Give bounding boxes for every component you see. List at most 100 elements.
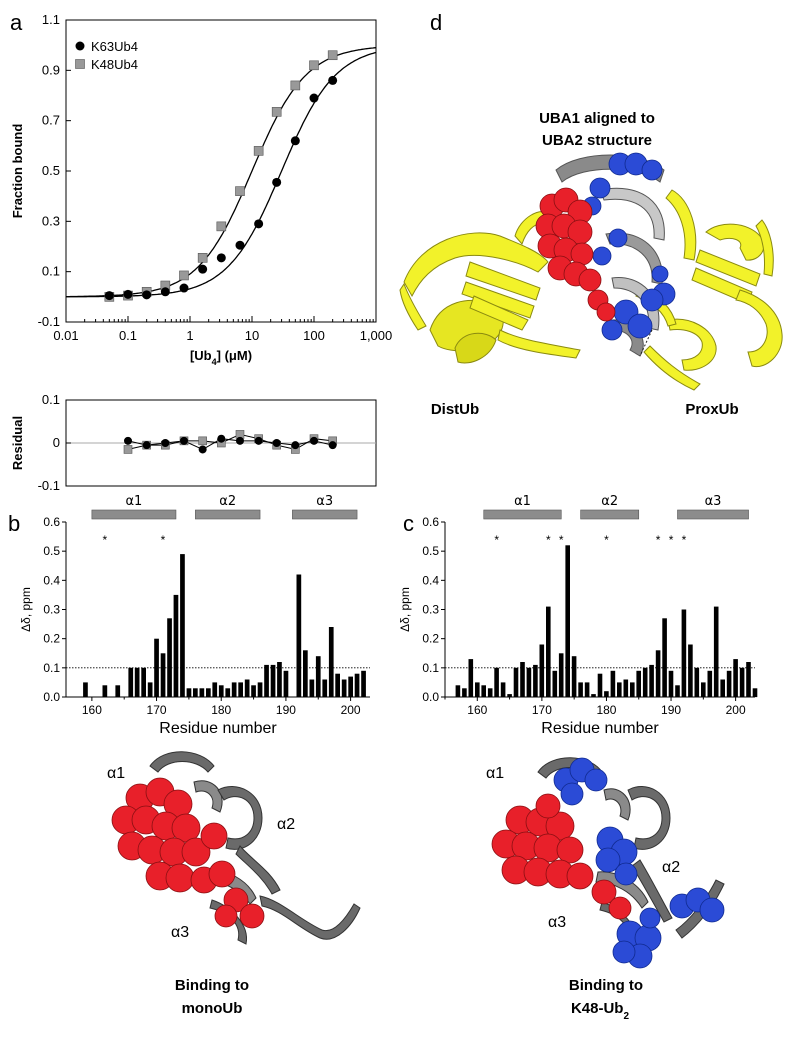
residual-point-k63ub4	[142, 441, 151, 450]
y-tick-label: 0.0	[422, 690, 439, 704]
bar-residue-202	[746, 662, 751, 697]
bar-residue-199	[341, 679, 347, 697]
bar-residue-188	[655, 650, 661, 697]
helix-bar-3	[292, 509, 358, 520]
structure-c-image	[491, 757, 725, 969]
bar-residue-177	[199, 688, 205, 698]
point-k48ub4	[197, 253, 208, 263]
bar-residue-190	[283, 670, 289, 698]
x-tick-label: 180	[211, 703, 231, 717]
bar-residue-195	[315, 656, 321, 697]
y-tick-label-a: -0.1	[38, 314, 60, 329]
bar-residue-178	[591, 694, 596, 697]
point-k63ub4	[290, 136, 300, 146]
x-axis-label-a: [Ub4] (μM)	[190, 348, 252, 367]
point-k63ub4	[328, 75, 338, 85]
bar-residue-169	[533, 664, 538, 697]
x-tick-label: 190	[276, 703, 296, 717]
residual-line-k48ub4	[127, 433, 333, 450]
bar-residue-159	[83, 682, 88, 697]
bar-residue-195	[701, 682, 706, 697]
y-tick-label: 0.5	[422, 544, 439, 558]
point-k63ub4	[235, 240, 245, 250]
bar-residue-167	[134, 667, 140, 697]
point-k48ub4	[271, 107, 282, 117]
significance-star: *	[559, 533, 564, 547]
significance-star: *	[546, 533, 551, 547]
bar-residue-159	[468, 659, 474, 697]
x-tick-label: 180	[596, 703, 616, 717]
x-axis-label-panelC: Residue number	[541, 720, 659, 737]
panel-label-b: b	[8, 511, 20, 536]
point-k63ub4	[179, 283, 189, 293]
bar-residue-186	[257, 682, 263, 697]
bar-residue-172	[167, 618, 172, 698]
fit-curve-k63ub4	[66, 51, 377, 298]
x-tick-label-a: 1,000	[360, 328, 393, 343]
bar-residue-163	[494, 667, 499, 697]
y-tick-label-residual: -0.1	[38, 478, 60, 493]
x-tick-label-a: 1	[186, 328, 193, 343]
significance-star: *	[161, 533, 166, 547]
bar-residue-191	[675, 685, 680, 697]
y-tick-label: 0.6	[43, 515, 60, 529]
bar-residue-173	[173, 594, 179, 697]
y-tick-label-residual: 0	[53, 435, 60, 450]
y-axis-label-panelB: Δδ, ppm	[19, 587, 33, 632]
residual-point-k63ub4	[235, 436, 244, 445]
y-tick-label: 0.4	[422, 573, 439, 587]
helix-label-3: α3	[705, 494, 722, 509]
residual-point-k48ub4	[198, 436, 207, 446]
bar-residue-182	[231, 682, 237, 697]
bar-residue-187	[264, 664, 269, 697]
bar-residue-162	[102, 685, 108, 697]
structure-b-alpha1: α1	[107, 765, 125, 782]
chemical-shift-chart-c: 0.0 0.1 0.2 0.3 0.4 0.5 0.6 160 170 180 190 200 Resi…	[398, 494, 758, 737]
residual-point-k63ub4	[124, 436, 132, 445]
bar-residue-176	[193, 688, 198, 698]
structure-c-alpha3: α3	[548, 914, 566, 931]
bar-residue-167	[520, 662, 525, 697]
bar-residue-188	[270, 664, 276, 697]
panel-label-c: c	[403, 511, 414, 536]
y-tick-label-a: 0.1	[42, 264, 60, 279]
structure-c-caption-line1: Binding to	[569, 977, 643, 994]
significance-star: *	[494, 533, 499, 547]
bar-residue-200	[733, 659, 738, 697]
bar-residue-189	[662, 618, 667, 698]
x-tick-label-a: 10	[245, 328, 259, 343]
residual-point-k63ub4	[328, 441, 337, 450]
x-tick-label: 160	[82, 703, 102, 717]
helix-bar-1	[91, 509, 177, 520]
bar-residue-182	[617, 682, 622, 697]
bar-residue-168	[526, 667, 532, 697]
helix-bar-2	[195, 509, 261, 520]
significance-star: *	[669, 533, 674, 547]
y-axis-label-panelC: Δδ, ppm	[398, 587, 412, 632]
bar-residue-171	[160, 653, 166, 698]
structure-c-alpha1: α1	[486, 765, 504, 782]
x-tick-label: 170	[147, 703, 167, 717]
y-tick-label-a: 0.5	[42, 163, 60, 178]
bar-residue-180	[604, 691, 609, 697]
helix-label-2: α2	[219, 494, 236, 509]
y-tick-label: 0.2	[422, 632, 439, 646]
bar-residue-185	[636, 670, 641, 698]
y-axis-label-a: Fraction bound	[10, 124, 25, 219]
legend-marker-k48	[75, 59, 85, 69]
residual-point-k48ub4	[123, 445, 133, 454]
y-tick-label: 0.3	[422, 603, 439, 617]
structure-c-alpha2: α2	[662, 859, 680, 876]
y-axis-label-residual: Residual	[10, 416, 25, 470]
structure-d-image	[399, 152, 783, 391]
x-tick-label: 160	[467, 703, 487, 717]
bar-residue-164	[115, 685, 121, 697]
point-k63ub4	[123, 289, 133, 299]
bar-residue-181	[225, 688, 231, 698]
bar-residue-170	[154, 638, 159, 697]
significance-star: *	[604, 533, 609, 547]
bar-residue-192	[296, 574, 302, 697]
bar-residue-157	[455, 685, 461, 697]
structure-b-image	[111, 751, 361, 945]
bar-residue-179	[597, 673, 603, 697]
